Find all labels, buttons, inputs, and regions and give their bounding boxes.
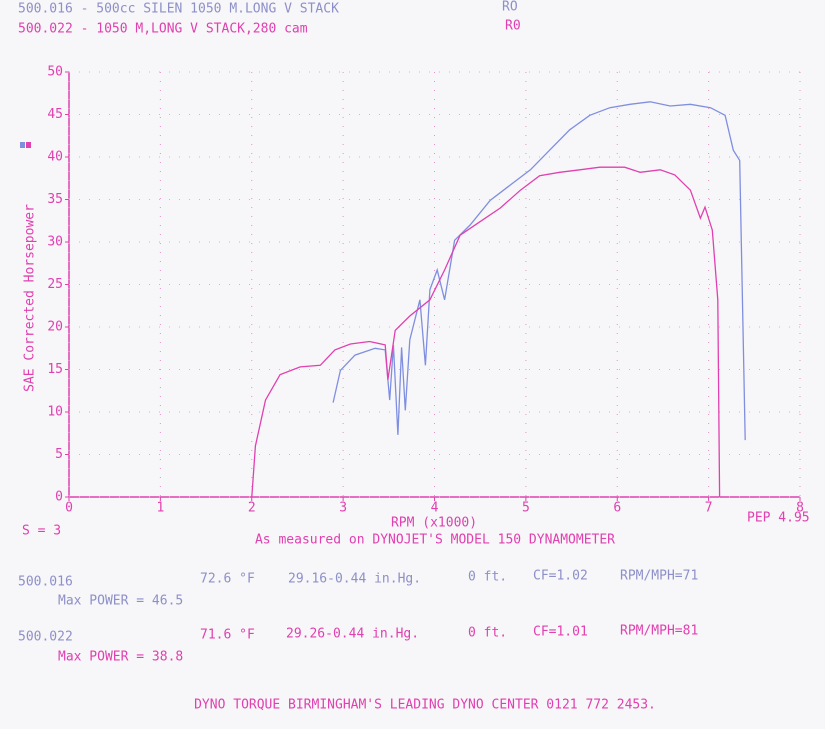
- y-tick-label: 15: [47, 362, 63, 377]
- run-altitude: 0 ft.: [468, 570, 507, 585]
- y-tick-label: 50: [47, 65, 63, 80]
- y-tick-label: 0: [55, 490, 63, 505]
- x-tick-label: 1: [156, 501, 164, 516]
- run-tag: RO: [502, 0, 518, 15]
- run-temp: 71.6 °F: [200, 628, 255, 643]
- pep: PEP 4.95: [747, 511, 810, 526]
- run-altitude: 0 ft.: [468, 626, 507, 641]
- run-cf: CF=1.02: [533, 569, 588, 584]
- x-tick-label: 3: [339, 501, 347, 516]
- run-id: 500.022: [18, 630, 73, 645]
- smoothing: S = 3: [22, 524, 61, 539]
- y-tick-label: 40: [47, 150, 63, 165]
- x-tick-label: 2: [248, 501, 256, 516]
- run-max-power: Max POWER = 46.5: [58, 594, 183, 609]
- x-tick-label: 6: [613, 501, 621, 516]
- y-tick-label: 25: [47, 277, 63, 292]
- legend-swatch: [20, 142, 25, 148]
- footer: DYNO TORQUE BIRMINGHAM'S LEADING DYNO CE…: [194, 698, 656, 713]
- legend-swatch: [26, 142, 31, 148]
- y-tick-label: 35: [47, 192, 63, 207]
- x-tick-label: 4: [431, 501, 439, 516]
- y-tick-label: 20: [47, 320, 63, 335]
- y-tick-label: 45: [47, 107, 63, 122]
- y-axis-label: SAE Corrected Horsepower: [23, 204, 38, 392]
- x-tick-label: 8: [796, 501, 804, 516]
- run-max-power: Max POWER = 38.8: [58, 650, 183, 665]
- run-pressure: 29.26-0.44 in.Hg.: [286, 627, 419, 642]
- dyno-note: As measured on DYNOJET'S MODEL 150 DYNAM…: [255, 533, 615, 548]
- run-cf: CF=1.01: [533, 625, 588, 640]
- run-id: 500.016: [18, 575, 73, 590]
- run-temp: 72.6 °F: [200, 572, 255, 587]
- x-axis-label: RPM (x1000): [391, 516, 477, 531]
- run-pressure: 29.16-0.44 in.Hg.: [288, 572, 421, 587]
- x-tick-label: 5: [522, 501, 530, 516]
- run-tag: R0: [505, 19, 521, 34]
- power-curve: [332, 101, 746, 441]
- y-tick-label: 10: [47, 405, 63, 420]
- x-tick-label: 7: [705, 501, 713, 516]
- run-ratio: RPM/MPH=71: [620, 569, 698, 584]
- run-header: 500.016 - 500cc SILEN 1050 M.LONG V STAC…: [18, 2, 339, 17]
- y-tick-label: 5: [55, 447, 63, 462]
- run-header: 500.022 - 1050 M,LONG V STACK,280 cam: [18, 22, 308, 37]
- y-tick-label: 30: [47, 235, 63, 250]
- x-tick-label: 0: [65, 501, 73, 516]
- power-curve: [251, 166, 721, 498]
- run-ratio: RPM/MPH=81: [620, 624, 698, 639]
